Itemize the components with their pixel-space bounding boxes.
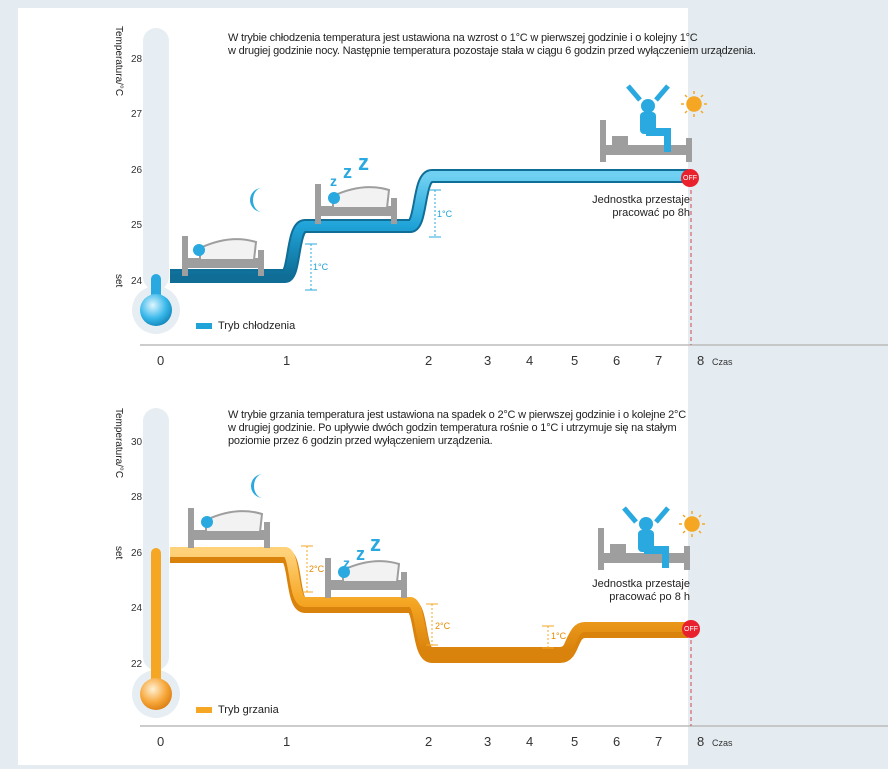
cooling-y-tick: 24 <box>131 276 143 287</box>
cooling-y-axis-label: Temperatura/°C <box>113 26 124 97</box>
cooling-x-tick: 2 <box>425 353 433 368</box>
cooling-y-tick: 28 <box>131 54 143 65</box>
heating-delta-label: 2°C <box>309 564 325 574</box>
heating-stop-note-line1: Jednostka przestaje <box>592 578 690 590</box>
heating-x-tick: 5 <box>571 734 579 749</box>
heating-y-tick: 28 <box>131 492 143 503</box>
cooling-delta-label: 1°C <box>313 262 329 272</box>
sun-icon <box>681 91 707 117</box>
heating-y-axis-label: Temperatura/°C <box>113 408 124 479</box>
cooling-legend: Tryb chłodzenia <box>196 320 295 332</box>
heating-legend-swatch <box>196 707 212 713</box>
moon-icon <box>250 188 262 212</box>
heating-x-tick: 1 <box>283 734 291 749</box>
cooling-thermometer <box>132 28 180 334</box>
wake-up-bed-icon <box>600 84 692 162</box>
cooling-x-tick: 4 <box>526 353 534 368</box>
svg-text:z: z <box>343 555 350 571</box>
cooling-y-tick: 25 <box>131 220 143 231</box>
heating-x-unit: Czas <box>712 738 733 748</box>
cooling-delta-markers <box>305 189 441 291</box>
cooling-line-highlight <box>170 171 688 281</box>
cooling-legend-label: Tryb chłodzenia <box>218 320 296 332</box>
svg-text:z: z <box>358 150 369 175</box>
cooling-legend-swatch <box>196 323 212 329</box>
svg-text:z: z <box>356 544 365 564</box>
cooling-x-tick: 8 <box>697 353 705 368</box>
heating-x-tick: 8 <box>697 734 705 749</box>
cooling-description-line2: w drugiej godzinie nocy. Następnie tempe… <box>228 45 756 57</box>
heating-delta-markers <box>301 545 554 649</box>
heating-description-line1: W trybie grzania temperatura jest ustawi… <box>228 409 686 421</box>
cooling-y-tick: 26 <box>131 165 143 176</box>
heating-x-tick: 4 <box>526 734 534 749</box>
heating-stop-note: Jednostka przestaje pracować po 8 h <box>578 578 690 604</box>
cooling-x-tick: 3 <box>484 353 492 368</box>
heating-x-tick: 3 <box>484 734 492 749</box>
heating-stop-note-line2: pracować po 8 h <box>609 591 690 603</box>
cooling-x-unit: Czas <box>712 357 733 367</box>
cooling-x-tick: 1 <box>283 353 291 368</box>
cooling-stop-note-line1: Jednostka przestaje <box>592 194 690 206</box>
heating-x-tick: 7 <box>655 734 663 749</box>
cooling-x-tick: 7 <box>655 353 663 368</box>
cooling-set-label: set <box>113 274 124 288</box>
heating-x-tick: 2 <box>425 734 433 749</box>
heating-y-tick: 22 <box>131 659 143 670</box>
heating-thermometer <box>132 408 180 718</box>
sleep-zzz-icon: z z z <box>343 531 381 571</box>
heating-line-highlight <box>170 547 688 657</box>
cooling-x-tick: 5 <box>571 353 579 368</box>
sleep-zzz-icon: z z z <box>330 150 369 189</box>
heating-description: W trybie grzania temperatura jest ustawi… <box>228 409 686 448</box>
cooling-x-tick: 6 <box>613 353 621 368</box>
cooling-stop-note: Jednostka przestaje pracować po 8h <box>578 194 690 220</box>
bed-icon <box>182 236 264 276</box>
svg-text:z: z <box>343 162 352 182</box>
heating-description-line2: w drugiej godzinie. Po upływie dwóch god… <box>228 422 677 434</box>
cooling-off-badge: OFF <box>681 169 699 187</box>
heating-set-label: set <box>113 546 124 560</box>
heating-delta-label: 2°C <box>435 621 451 631</box>
sun-icon <box>679 511 705 537</box>
heating-y-tick: 24 <box>131 603 143 614</box>
bed-icon <box>188 508 270 548</box>
heating-legend: Tryb grzania <box>196 704 279 716</box>
cooling-stop-note-line2: pracować po 8h <box>612 207 690 219</box>
heating-y-tick: 30 <box>131 437 143 448</box>
heating-delta-label: 1°C <box>551 631 567 641</box>
sleeping-bed-icon <box>315 184 397 224</box>
cooling-delta-label: 1°C <box>437 209 453 219</box>
heating-x-tick: 6 <box>613 734 621 749</box>
cooling-description: W trybie chłodzenia temperatura jest ust… <box>228 32 756 58</box>
cooling-x-tick: 0 <box>157 353 165 368</box>
heating-description-line3: poziomie przez 6 godzin przed wyłączenie… <box>228 435 493 447</box>
heating-off-badge: OFF <box>682 620 700 638</box>
sleeping-bed-icon <box>325 558 407 598</box>
cooling-description-line1: W trybie chłodzenia temperatura jest ust… <box>228 32 698 44</box>
svg-text:z: z <box>370 531 381 556</box>
svg-text:z: z <box>330 173 337 189</box>
panel-background <box>18 8 688 765</box>
heating-y-tick: 26 <box>131 548 143 559</box>
heating-x-tick: 0 <box>157 734 165 749</box>
moon-icon <box>251 474 263 498</box>
heating-legend-label: Tryb grzania <box>218 704 279 716</box>
cooling-y-tick: 27 <box>131 109 143 120</box>
wake-up-bed-icon <box>598 506 690 570</box>
